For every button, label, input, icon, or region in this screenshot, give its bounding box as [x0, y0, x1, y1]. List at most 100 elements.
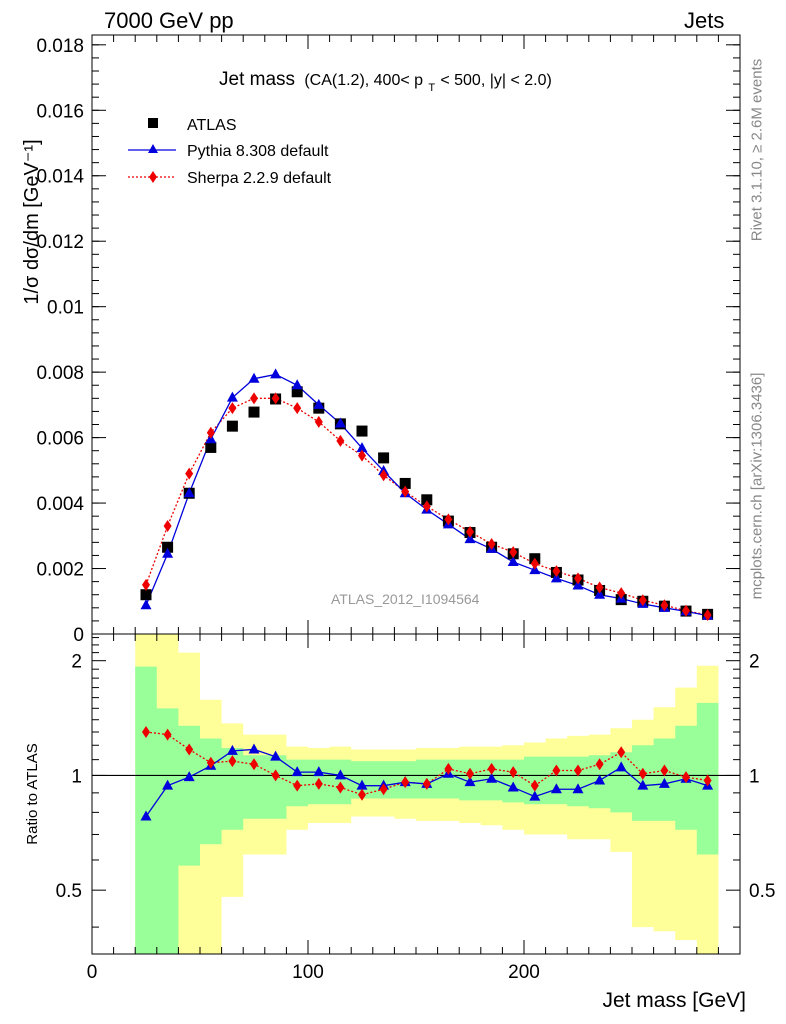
sherpa-ratio-point	[206, 756, 215, 769]
sherpa-ratio-point	[422, 777, 431, 790]
sherpa-ratio-point	[703, 774, 712, 787]
pythia-point	[270, 368, 282, 379]
sherpa-ratio-point	[293, 779, 302, 792]
sherpa-point	[617, 587, 626, 600]
sherpa-point	[466, 525, 474, 538]
y-tick-label: 0.006	[36, 429, 84, 450]
atlas-point	[205, 441, 217, 453]
ratio-tick-label-right: 2	[749, 652, 760, 673]
ratio-tick-label: 1	[71, 766, 82, 787]
sherpa-ratio-point	[660, 764, 669, 777]
pythia-point	[140, 599, 152, 610]
sherpa-ratio-point	[379, 783, 388, 796]
pythia-ratio-point	[572, 783, 584, 794]
ratio-tick-label: 0.5	[56, 881, 82, 902]
y-tick-label: 0	[73, 625, 84, 646]
y-tick-label: 0.01	[47, 298, 84, 319]
atlas-point	[248, 406, 260, 418]
pythia-point	[183, 487, 195, 498]
ratio-series-layer	[92, 726, 740, 821]
atlas-point	[162, 541, 174, 553]
sherpa-point	[509, 546, 518, 559]
ratio-tick-label-right: 1	[749, 766, 760, 787]
sherpa-ratio-point	[142, 726, 150, 739]
atlas-point	[399, 477, 411, 489]
pythia-ratio-point	[529, 790, 541, 801]
y-tick-label: 0.008	[36, 363, 84, 384]
sherpa-ratio-point	[682, 771, 690, 784]
sherpa-ratio-point	[509, 766, 518, 779]
pythia-ratio-point	[162, 779, 174, 790]
sherpa-point	[487, 537, 496, 550]
x-tick-label: 200	[508, 962, 540, 983]
sherpa-ratio-point	[595, 758, 604, 771]
sherpa-ratio-point	[314, 777, 323, 790]
sherpa-line	[145, 397, 708, 616]
ratio-y-axis-label: Ratio to ATLAS	[24, 743, 41, 844]
sherpa-ratio-point	[358, 788, 366, 801]
sherpa-point	[552, 565, 561, 578]
sherpa-ratio-point	[185, 743, 194, 756]
y-tick-label: 0.002	[36, 560, 84, 581]
pythia-point	[356, 442, 368, 453]
legend-pythia-label: Pythia 8.308 default	[187, 143, 329, 160]
pythia-ratio-point	[183, 771, 195, 782]
pythia-point	[550, 572, 562, 583]
y-tick-label: 0.014	[36, 167, 84, 188]
sherpa-point	[574, 572, 582, 585]
pythia-ratio-point	[550, 783, 562, 794]
analysis-watermark: ATLAS_2012_I1094564	[331, 591, 480, 607]
sherpa-point	[401, 485, 410, 498]
title-main: Jet mass	[219, 69, 295, 90]
pythia-ratio-point	[270, 750, 282, 761]
atlas-point	[356, 425, 368, 437]
pythia-point	[248, 372, 260, 383]
atlas-point	[421, 494, 433, 506]
sherpa-point	[314, 415, 323, 428]
pythia-point	[313, 398, 325, 409]
sherpa-point	[444, 513, 453, 526]
title-sub: (CA(1.2), 400< p	[304, 72, 423, 89]
atlas-point	[291, 386, 303, 398]
pythia-point	[572, 579, 584, 590]
title-sub-t: T	[428, 82, 435, 94]
y-tick-label: 0.004	[36, 494, 84, 515]
pythia-ratio-point	[658, 777, 670, 788]
sherpa-ratio-point	[401, 776, 410, 789]
pythia-point	[507, 555, 519, 566]
pythia-ratio-point	[637, 779, 649, 790]
ratio-tick-label: 2	[71, 652, 82, 673]
legend: ATLAS Pythia 8.308 default Sherpa 2.2.9 …	[128, 117, 332, 187]
sherpa-ratio-point	[163, 728, 172, 741]
sherpa-ratio-point	[574, 764, 582, 777]
sherpa-point	[682, 604, 690, 617]
pythia-ratio-point	[226, 744, 238, 755]
sherpa-point	[379, 469, 388, 482]
sherpa-point	[185, 467, 194, 480]
pythia-ratio-point	[248, 743, 260, 754]
pythia-point	[226, 391, 238, 402]
pythia-ratio-point	[140, 810, 152, 821]
y-tick-label: 0.012	[36, 232, 84, 253]
pythia-point	[291, 379, 303, 390]
legend-sherpa-label: Sherpa 2.2.9 default	[187, 170, 332, 187]
y-tick-label: 0.018	[36, 36, 84, 57]
pythia-ratio-point	[313, 766, 325, 777]
atlas-point	[226, 420, 238, 432]
sherpa-ratio-point	[487, 762, 496, 775]
sherpa-point	[206, 426, 215, 439]
main-series-layer	[140, 368, 714, 622]
sherpa-ratio-point	[466, 767, 474, 780]
sherpa-point	[228, 402, 237, 415]
chart-title: Jet mass (CA(1.2), 400< p T < 500, |y| <…	[219, 69, 552, 96]
atlas-point	[140, 589, 152, 601]
pythia-point	[594, 588, 606, 599]
sherpa-ratio-point	[228, 755, 237, 768]
sherpa-ratio-point	[250, 758, 258, 771]
sherpa-point	[703, 609, 712, 622]
sherpa-point	[271, 392, 280, 405]
legend-atlas-label: ATLAS	[187, 117, 237, 134]
sherpa-ratio-point	[271, 769, 280, 782]
pythia-ratio-point	[615, 761, 627, 772]
pythia-point	[162, 547, 174, 558]
